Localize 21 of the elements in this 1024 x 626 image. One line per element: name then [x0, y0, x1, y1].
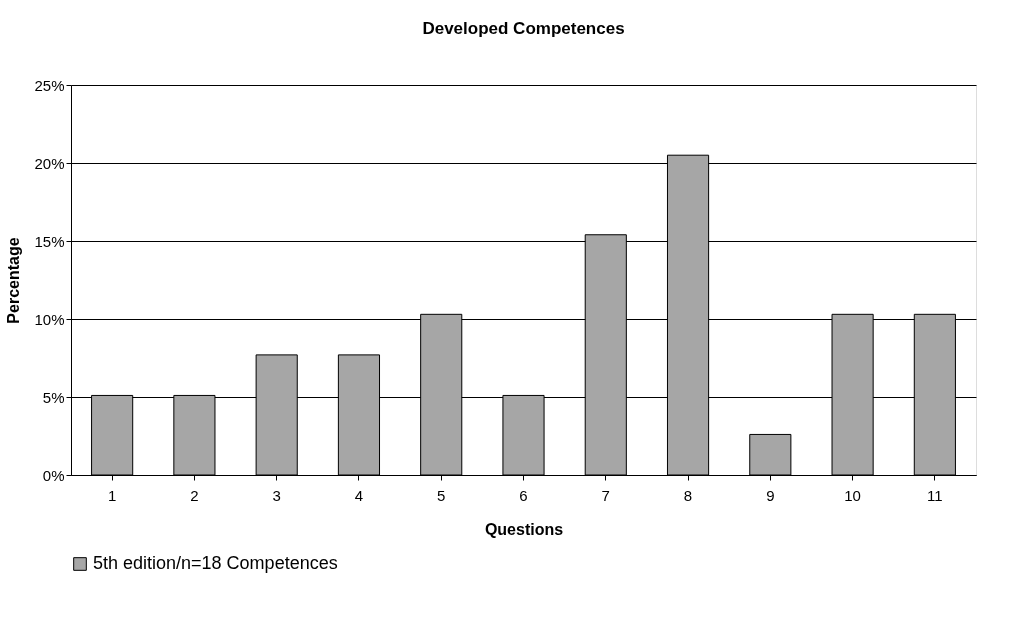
x-tick-label: 1: [107, 486, 117, 504]
x-tick-label: 5: [437, 486, 446, 504]
chart-title: Developed Competences: [422, 19, 625, 38]
x-tick-label: 3: [272, 486, 281, 504]
x-tick-label: 9: [766, 486, 775, 504]
x-tick-label: 7: [601, 486, 610, 504]
y-tick-label: 5%: [42, 388, 65, 406]
y-tick-label: 20%: [34, 154, 65, 172]
x-tick-label: 2: [190, 486, 199, 504]
x-axis-title: Questions: [484, 520, 564, 538]
y-tick-label: 10%: [34, 310, 65, 328]
y-tick-label: 0%: [42, 466, 65, 484]
x-tick-label: 8: [683, 486, 693, 504]
x-tick-label: 4: [354, 486, 364, 504]
y-axis-title: Percentage: [5, 237, 23, 324]
x-tick-label: 11: [927, 486, 943, 504]
legend-label: 5th edition/n=18 Competences: [93, 553, 338, 573]
y-tick-label: 25%: [34, 76, 65, 94]
x-tick-label: 10: [844, 486, 861, 504]
x-tick-label: 6: [519, 486, 528, 504]
y-tick-label: 15%: [34, 232, 65, 250]
